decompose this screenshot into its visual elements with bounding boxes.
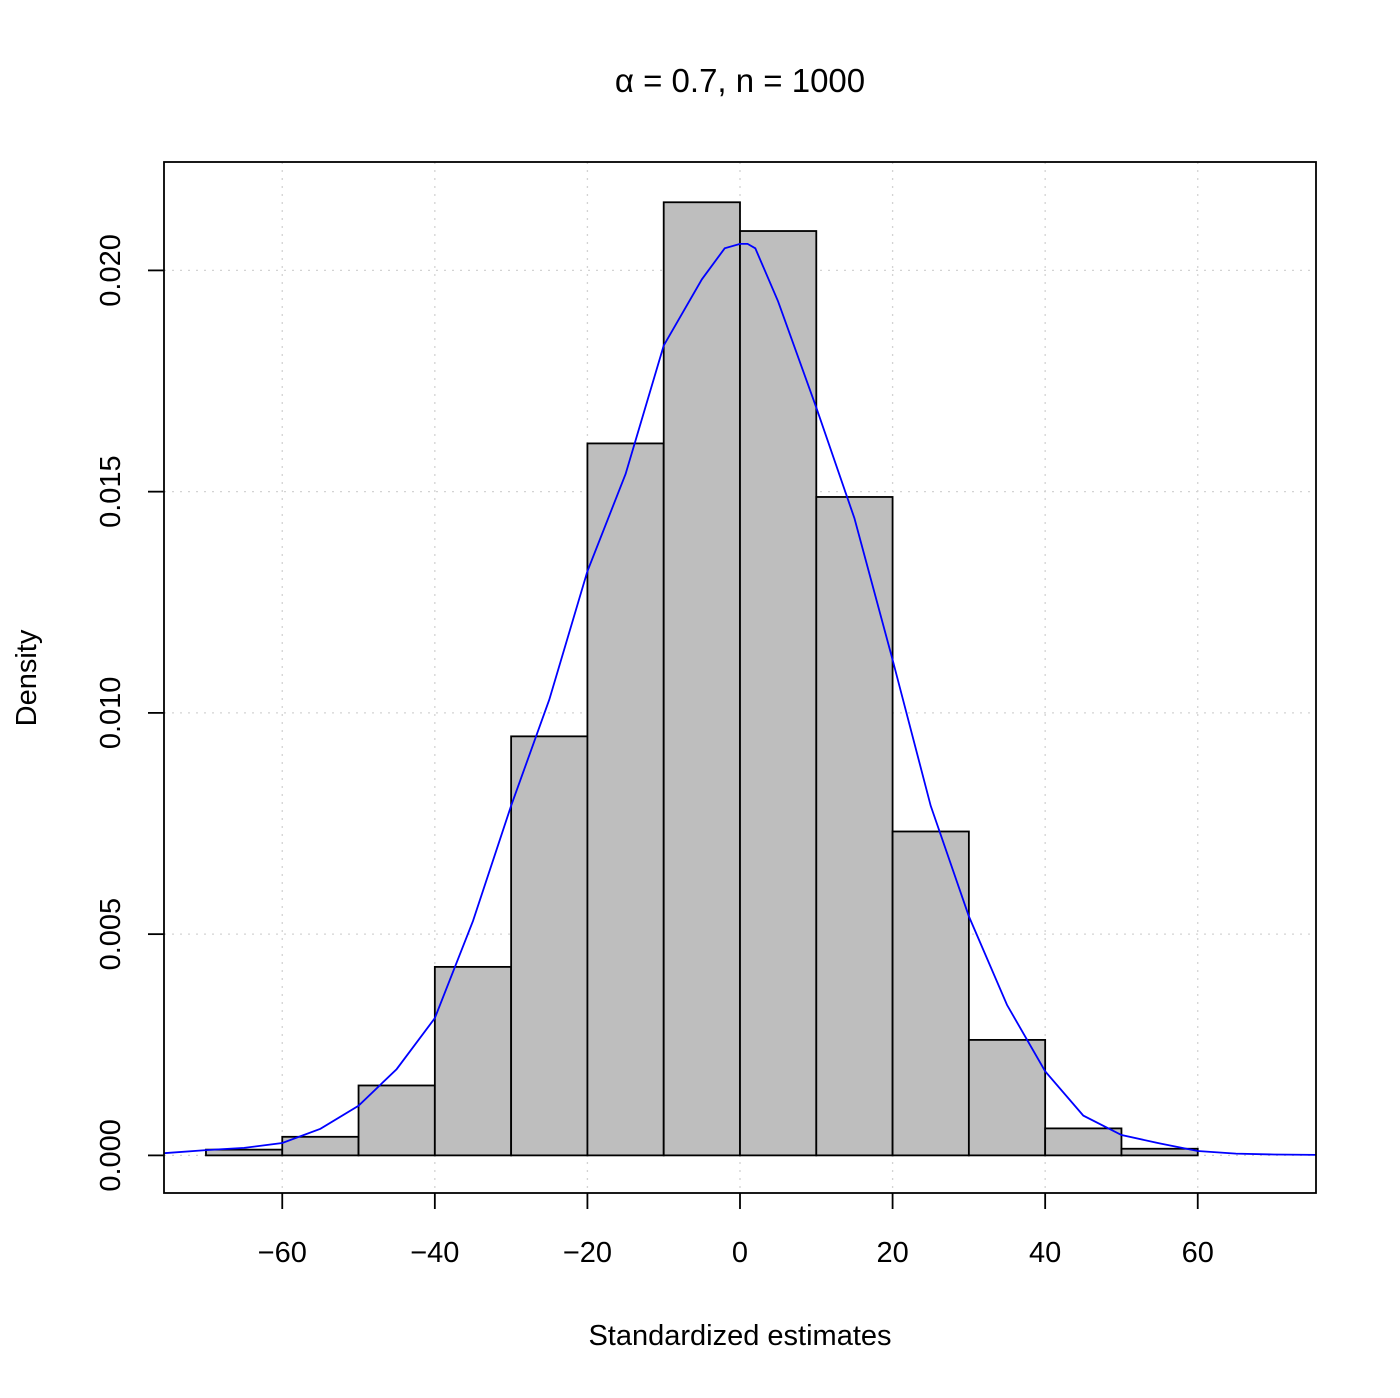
y-tick-label: 0.005 <box>95 898 127 971</box>
y-tick-label: 0.020 <box>95 234 127 307</box>
histogram-bar <box>205 1148 284 1157</box>
x-axis-label: Standardized estimates <box>588 1320 891 1352</box>
histogram-bar <box>1120 1147 1199 1157</box>
histogram-bar <box>586 442 665 1157</box>
x-tick-label: −20 <box>563 1237 612 1269</box>
density-curve <box>163 243 1317 1156</box>
histogram-bars <box>205 201 1199 1157</box>
x-tick-label: 60 <box>1182 1237 1214 1269</box>
histogram-bar <box>433 965 513 1157</box>
histogram-bar <box>510 735 589 1157</box>
histogram-bar <box>662 201 741 1157</box>
y-axis: 0.000 0.005 0.010 0.015 0.020 <box>95 234 164 1192</box>
y-tick-label: 0.000 <box>95 1119 127 1192</box>
histogram-bar <box>1044 1127 1123 1157</box>
x-tick-label: −60 <box>258 1237 307 1269</box>
histogram-bar <box>967 1038 1047 1157</box>
chart-title: α = 0.7, n = 1000 <box>615 62 865 99</box>
histogram-bar <box>815 496 894 1157</box>
histogram-bar <box>739 230 818 1157</box>
x-tick-label: 40 <box>1029 1237 1061 1269</box>
histogram-bar <box>357 1084 436 1157</box>
x-tick-label: 0 <box>732 1237 748 1269</box>
x-tick-label: 20 <box>876 1237 908 1269</box>
x-axis: −60 −40 −20 0 20 40 60 <box>258 1193 1214 1269</box>
y-axis-label: Density <box>11 629 43 726</box>
y-tick-label: 0.015 <box>95 455 127 528</box>
y-tick-label: 0.010 <box>95 677 127 750</box>
x-tick-label: −40 <box>410 1237 459 1269</box>
histogram-bar <box>891 830 970 1157</box>
